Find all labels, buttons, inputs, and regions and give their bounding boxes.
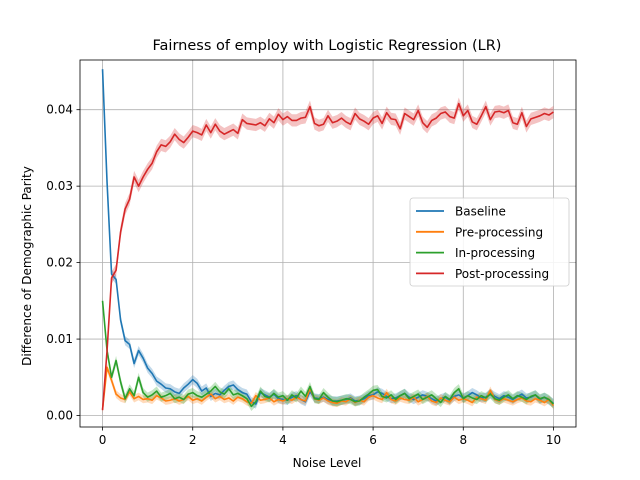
y-tick-label: 0.04 xyxy=(46,103,73,117)
in-processing-line xyxy=(101,300,555,408)
post-processing-line xyxy=(101,102,554,411)
x-tick-label: 6 xyxy=(369,433,377,447)
x-tick-label: 4 xyxy=(279,433,287,447)
legend-label-post-processing: Post-processing xyxy=(455,267,549,281)
plot-frame xyxy=(79,59,577,428)
confidence-bands xyxy=(102,64,554,416)
x-tick-label: 0 xyxy=(99,433,107,447)
legend-label-in-processing: In-processing xyxy=(455,246,535,260)
x-tick-label: 8 xyxy=(459,433,467,447)
x-tick-label: 2 xyxy=(189,433,197,447)
legend-label-pre-processing: Pre-processing xyxy=(455,225,543,239)
in-processing-band xyxy=(102,296,554,411)
x-tick-label: 10 xyxy=(546,433,561,447)
baseline-line xyxy=(101,69,554,405)
legend: Baseline Pre-processing In-processing Post-… xyxy=(409,197,570,287)
y-axis-ticks: 0.00 0.01 0.02 0.03 0.04 xyxy=(46,103,80,423)
y-tick-label: 0.03 xyxy=(46,179,73,193)
y-tick-label: 0.02 xyxy=(46,256,73,270)
y-tick-label: 0.00 xyxy=(46,409,73,423)
chart-title: Fairness of employ with Logistic Regress… xyxy=(153,38,502,54)
legend-box xyxy=(409,197,570,287)
x-axis-ticks: 0 2 4 6 8 10 xyxy=(99,427,561,447)
y-tick-label: 0.01 xyxy=(46,332,73,346)
x-axis-label: Noise Level xyxy=(293,456,362,470)
pre-processing-band xyxy=(102,363,554,414)
grid xyxy=(80,60,576,427)
legend-label-baseline: Baseline xyxy=(455,205,506,219)
y-axis-label: Difference of Demographic Parity xyxy=(20,166,34,366)
series-lines xyxy=(101,69,555,411)
